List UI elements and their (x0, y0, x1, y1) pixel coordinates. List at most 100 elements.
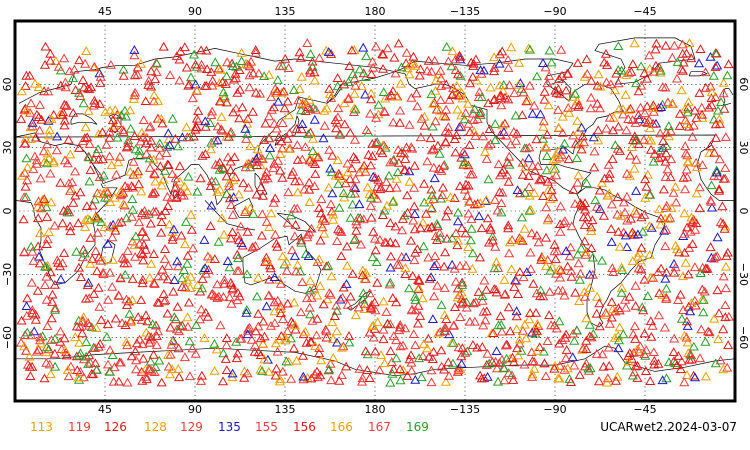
station-triangle (251, 153, 262, 163)
station-triangle (263, 111, 275, 121)
station-triangle (55, 109, 66, 119)
station-triangle (22, 162, 33, 172)
station-triangle (354, 64, 365, 74)
station-triangle (36, 114, 47, 124)
station-triangle (709, 147, 720, 157)
station-triangle (116, 216, 127, 226)
station-triangle (594, 103, 606, 113)
station-triangle (61, 100, 72, 110)
station-triangle (81, 46, 92, 55)
station-triangle (621, 242, 632, 251)
station-triangle (474, 87, 485, 96)
station-triangle (704, 327, 715, 337)
station-triangle (305, 276, 316, 285)
station-triangle (50, 303, 61, 313)
station-triangle (663, 357, 674, 367)
station-triangle (450, 147, 461, 157)
station-triangle (29, 78, 41, 88)
station-triangle (457, 297, 468, 307)
station-triangle (489, 52, 500, 62)
station-triangle (703, 102, 714, 112)
station-triangle (52, 131, 63, 141)
station-triangle (304, 155, 315, 165)
station-triangle (489, 194, 501, 204)
station-triangle (662, 97, 673, 107)
station-triangle (627, 255, 638, 265)
station-triangle (314, 52, 325, 62)
station-triangle (514, 334, 525, 344)
station-triangle (493, 320, 504, 330)
station-triangle (661, 373, 672, 383)
station-triangle (706, 180, 717, 190)
station-triangle (331, 123, 342, 133)
station-triangle (503, 223, 514, 233)
station-triangle (209, 254, 220, 263)
station-triangle (695, 268, 706, 277)
station-triangle (524, 142, 535, 152)
station-triangle (631, 78, 642, 88)
station-triangle (122, 246, 133, 255)
station-triangle (457, 343, 468, 353)
station-triangle (644, 249, 655, 259)
station-triangle (632, 229, 643, 239)
station-triangle (107, 350, 118, 359)
station-triangle (630, 300, 641, 310)
station-triangle (282, 133, 293, 143)
station-triangle (366, 69, 377, 78)
coastline-path (394, 58, 624, 195)
station-triangle (337, 292, 348, 302)
station-triangle (217, 376, 229, 386)
station-triangle (144, 337, 155, 347)
station-triangle (142, 316, 153, 326)
station-triangle (16, 315, 27, 325)
station-triangle (302, 232, 313, 242)
station-triangle (332, 73, 343, 82)
station-triangle (329, 311, 340, 320)
station-triangle (478, 320, 489, 330)
station-triangle (391, 182, 402, 192)
station-triangle (360, 267, 372, 277)
station-triangle (440, 326, 451, 336)
station-triangle (195, 376, 207, 385)
station-triangle (708, 70, 719, 80)
station-triangle (196, 370, 207, 380)
station-triangle (464, 78, 476, 88)
station-triangle (21, 70, 32, 80)
station-triangle (128, 156, 139, 166)
station-triangle (423, 351, 435, 361)
station-triangle (496, 100, 507, 110)
station-triangle (463, 180, 474, 190)
station-triangle (27, 117, 38, 127)
station-triangle (524, 44, 536, 54)
station-triangle (610, 375, 622, 385)
station-triangle (99, 192, 111, 202)
legend-item: 129 (180, 420, 203, 434)
station-triangle (258, 174, 270, 184)
station-triangle (531, 345, 543, 355)
station-triangle (87, 254, 98, 263)
station-triangle (682, 321, 693, 330)
station-triangle (423, 55, 434, 65)
station-triangle (187, 343, 198, 353)
station-triangle (39, 196, 50, 206)
station-triangle (658, 136, 669, 145)
station-triangle (45, 267, 56, 277)
station-triangle (167, 364, 178, 373)
station-triangle (326, 271, 337, 281)
gridlines (15, 21, 735, 401)
station-triangle (231, 353, 242, 363)
station-triangle (572, 115, 583, 125)
station-triangle (557, 335, 568, 345)
station-triangle (404, 283, 415, 293)
station-triangle (711, 48, 722, 58)
station-triangle (391, 353, 402, 363)
station-triangle (272, 86, 283, 96)
station-triangle (297, 277, 308, 286)
station-triangle (518, 272, 529, 282)
station-triangle (359, 298, 370, 308)
station-triangle (177, 273, 188, 283)
station-triangle (213, 63, 224, 73)
station-triangle (681, 316, 692, 326)
station-triangle (715, 355, 726, 365)
station-triangle (374, 365, 385, 375)
